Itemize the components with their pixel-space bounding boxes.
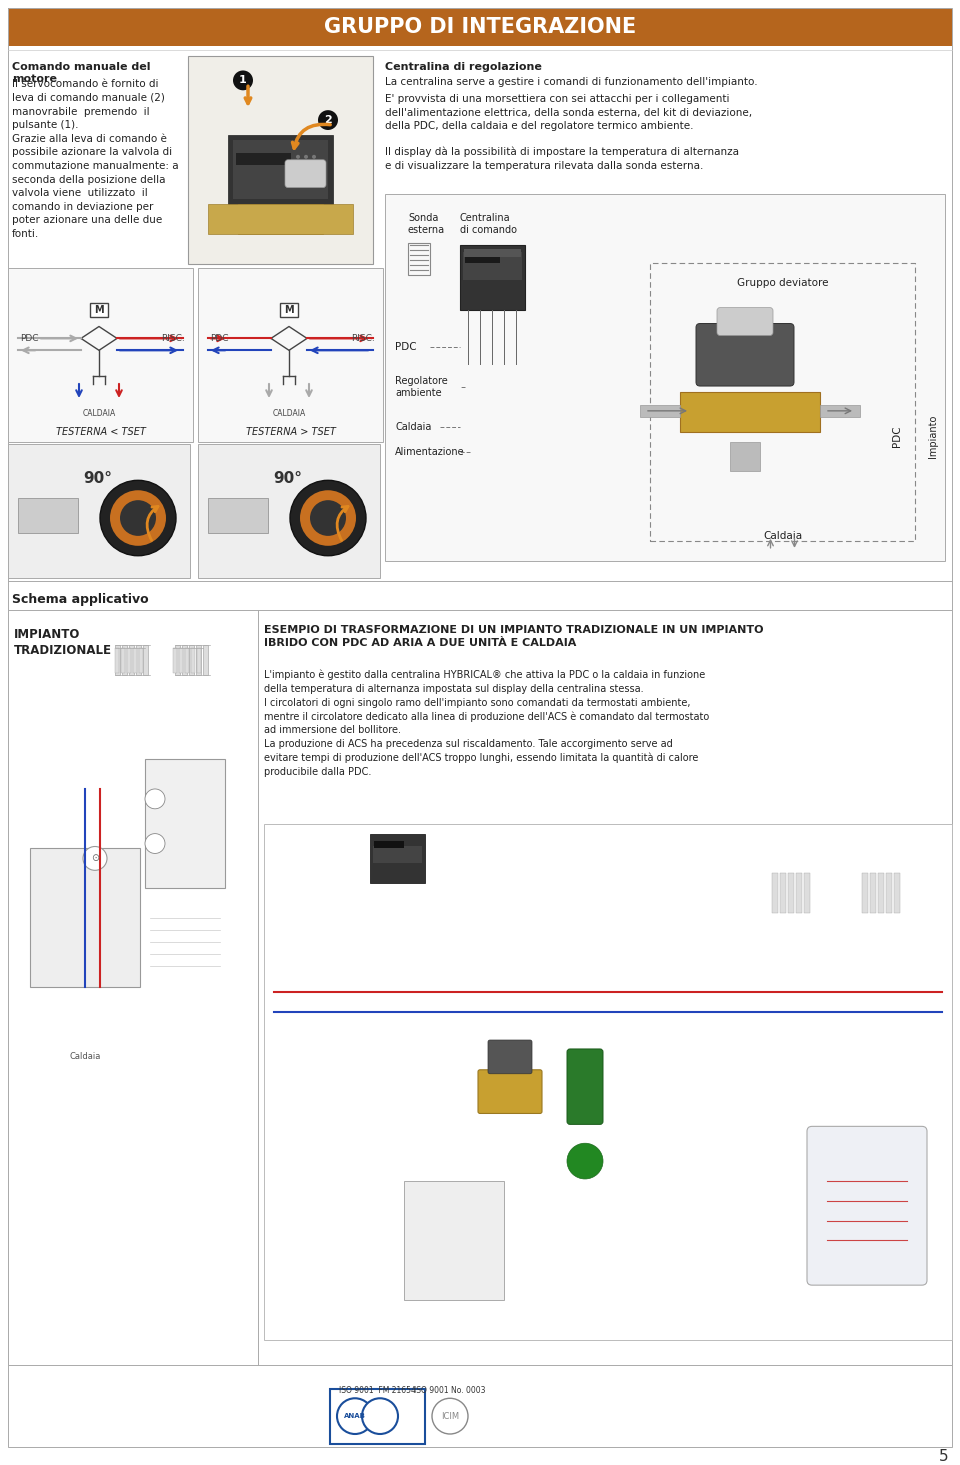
Bar — [18, 498, 78, 533]
Bar — [870, 873, 876, 913]
FancyBboxPatch shape — [807, 1127, 927, 1285]
Bar — [188, 56, 373, 264]
Circle shape — [304, 155, 308, 158]
Circle shape — [362, 1398, 398, 1434]
Text: Impianto: Impianto — [928, 415, 938, 459]
Bar — [139, 648, 143, 672]
Bar — [796, 873, 802, 913]
Text: RISC.: RISC. — [161, 334, 185, 343]
Text: PDC: PDC — [892, 426, 902, 447]
Bar — [228, 135, 333, 205]
Circle shape — [296, 155, 300, 158]
Bar — [238, 205, 323, 234]
Text: RISC.: RISC. — [351, 334, 375, 343]
Bar — [185, 648, 189, 672]
Bar — [8, 268, 193, 441]
Text: ISO 9001  FM 21654: ISO 9001 FM 21654 — [339, 1386, 416, 1395]
Text: Caldaia: Caldaia — [763, 530, 802, 541]
Text: TESTERNA > TSET: TESTERNA > TSET — [246, 426, 335, 437]
Circle shape — [432, 1398, 468, 1434]
Bar — [373, 845, 422, 863]
Text: 1: 1 — [239, 75, 247, 85]
Bar — [886, 873, 892, 913]
Circle shape — [233, 70, 253, 91]
Bar — [8, 7, 952, 45]
Bar — [133, 648, 137, 672]
Text: 90°: 90° — [274, 470, 302, 486]
Bar — [330, 1389, 425, 1444]
Bar — [129, 645, 134, 675]
Bar — [30, 848, 140, 987]
Text: M: M — [94, 305, 104, 315]
Circle shape — [318, 110, 338, 130]
Text: Alimentazione: Alimentazione — [395, 447, 465, 457]
Text: ICIM: ICIM — [441, 1412, 459, 1421]
Bar — [640, 404, 680, 418]
Text: Schema applicativo: Schema applicativo — [12, 593, 149, 607]
Bar — [680, 393, 820, 432]
Circle shape — [310, 500, 346, 536]
Text: ESEMPIO DI TRASFORMAZIONE DI UN IMPIANTO TRADIZIONALE IN UN IMPIANTO
IBRIDO CON : ESEMPIO DI TRASFORMAZIONE DI UN IMPIANTO… — [264, 626, 763, 648]
Bar — [804, 873, 810, 913]
Bar — [464, 249, 521, 256]
Bar — [121, 648, 125, 672]
Bar — [136, 645, 141, 675]
Bar — [182, 645, 187, 675]
Bar — [730, 441, 760, 472]
Text: ANAB: ANAB — [344, 1414, 366, 1420]
Bar — [236, 152, 291, 164]
Bar — [145, 759, 225, 888]
Bar — [173, 648, 177, 672]
Circle shape — [120, 500, 156, 536]
Bar — [460, 245, 525, 309]
Circle shape — [83, 847, 107, 870]
Text: Centralina di regolazione: Centralina di regolazione — [385, 62, 541, 72]
Text: CALDAIA: CALDAIA — [83, 409, 115, 419]
Circle shape — [100, 481, 176, 555]
Bar — [143, 645, 148, 675]
Text: La centralina serve a gestire i comandi di funzionamento dell'impianto.: La centralina serve a gestire i comandi … — [385, 78, 757, 88]
Bar — [115, 645, 120, 675]
Text: Sonda
esterna: Sonda esterna — [408, 214, 445, 234]
Bar — [198, 444, 380, 577]
Text: GRUPPO DI INTEGRAZIONE: GRUPPO DI INTEGRAZIONE — [324, 16, 636, 37]
Text: 2: 2 — [324, 116, 332, 125]
Circle shape — [567, 1143, 603, 1179]
Circle shape — [290, 481, 366, 555]
Text: 90°: 90° — [84, 470, 112, 486]
Text: TESTERNA < TSET: TESTERNA < TSET — [56, 426, 145, 437]
Bar — [370, 834, 425, 883]
Circle shape — [110, 491, 166, 546]
FancyBboxPatch shape — [567, 1049, 603, 1124]
Text: ISO 9001 No. 0003: ISO 9001 No. 0003 — [415, 1386, 486, 1395]
Bar — [878, 873, 884, 913]
Text: Caldaia: Caldaia — [69, 1052, 101, 1062]
Bar — [8, 611, 952, 1364]
Bar — [127, 648, 131, 672]
Bar — [196, 645, 201, 675]
Text: IMPIANTO
TRADIZIONALE: IMPIANTO TRADIZIONALE — [14, 628, 112, 658]
Text: Il display dà la possibilità di impostare la temperatura di alternanza
e di visu: Il display dà la possibilità di impostar… — [385, 146, 739, 171]
Text: CALDAIA: CALDAIA — [273, 409, 305, 419]
Text: Gruppo deviatore: Gruppo deviatore — [736, 278, 828, 287]
Text: PDC: PDC — [395, 343, 417, 353]
Bar — [862, 873, 868, 913]
Text: ⊙: ⊙ — [91, 854, 99, 863]
Bar — [408, 243, 430, 275]
Bar — [780, 873, 786, 913]
Bar — [191, 648, 195, 672]
Text: Il servocomando è fornito di
leva di comando manuale (2)
manovrabile  premendo  : Il servocomando è fornito di leva di com… — [12, 79, 179, 239]
Bar — [90, 303, 108, 316]
Bar — [175, 645, 180, 675]
Text: L'impianto è gestito dalla centralina HYBRICAL® che attiva la PDC o la caldaia i: L'impianto è gestito dalla centralina HY… — [264, 670, 709, 776]
Circle shape — [337, 1398, 373, 1434]
Bar — [208, 205, 353, 234]
Bar — [788, 873, 794, 913]
Circle shape — [145, 834, 165, 854]
FancyBboxPatch shape — [285, 160, 326, 188]
Bar — [203, 645, 208, 675]
Text: Comando manuale del
motore: Comando manuale del motore — [12, 62, 151, 84]
Bar — [197, 648, 201, 672]
Bar — [179, 648, 183, 672]
Text: Regolatore
ambiente: Regolatore ambiente — [395, 377, 447, 398]
